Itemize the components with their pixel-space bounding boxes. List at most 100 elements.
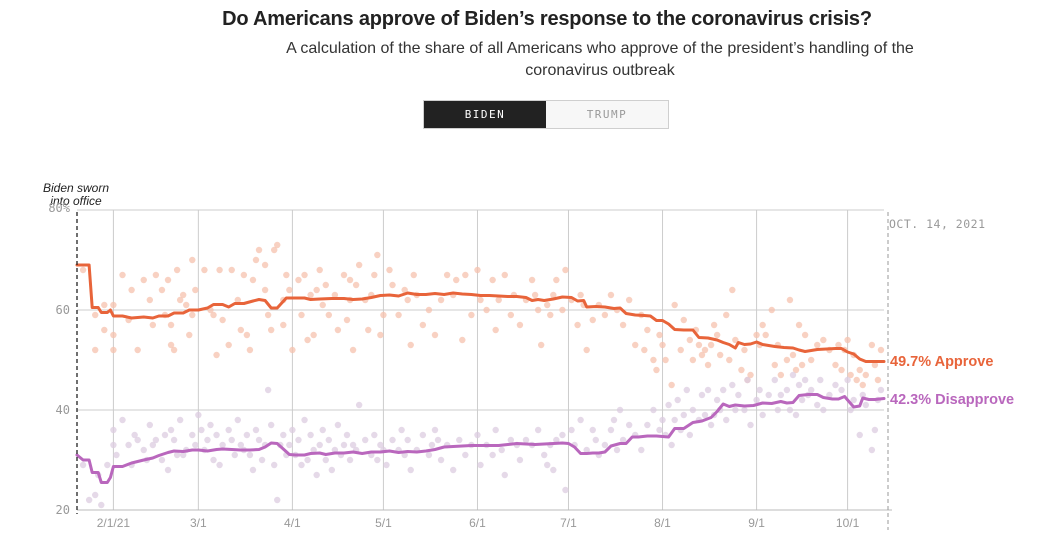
- approve-poll-dot: [668, 381, 675, 389]
- disapprove-poll-dot: [553, 436, 560, 444]
- y-tick-label: 60: [56, 303, 70, 317]
- disapprove-poll-dot: [562, 486, 569, 494]
- sworn-in-annotation-line1: Biden sworn: [43, 181, 109, 195]
- x-tick-label: 6/1: [469, 516, 486, 530]
- disapprove-poll-dot: [644, 421, 651, 429]
- approve-poll-dot: [234, 296, 241, 304]
- disapprove-poll-dot: [650, 406, 657, 414]
- approve-poll-dot: [189, 256, 196, 264]
- approve-poll-dot: [798, 361, 806, 369]
- approve-poll-dot: [483, 306, 490, 314]
- disapprove-poll-dot: [844, 376, 851, 384]
- disapprove-poll-dot: [732, 406, 739, 414]
- disapprove-poll-dot: [295, 436, 302, 444]
- approve-poll-dot: [753, 331, 760, 339]
- disapprove-poll-dot: [659, 416, 666, 424]
- approve-poll-dot: [853, 376, 860, 384]
- disapprove-poll-dot: [516, 456, 524, 464]
- disapprove-poll-dot: [568, 426, 575, 434]
- disapprove-poll-dot: [492, 426, 499, 434]
- x-tick-label: 2/1/21: [97, 516, 131, 530]
- approve-poll-dot: [352, 281, 360, 289]
- approve-poll-dot: [349, 346, 357, 354]
- disapprove-poll-dot: [371, 431, 378, 439]
- disapprove-poll-dot: [741, 406, 748, 414]
- approve-poll-dot: [707, 341, 715, 349]
- disapprove-poll-dot: [267, 421, 275, 429]
- approve-poll-dot: [871, 361, 879, 369]
- approve-poll-dot: [759, 321, 766, 329]
- approve-poll-dot: [862, 371, 869, 379]
- disapprove-poll-dot: [713, 396, 721, 404]
- poll-dots: [79, 241, 885, 509]
- approve-poll-dot: [346, 276, 354, 284]
- toggle-biden-button[interactable]: BIDEN: [424, 101, 546, 128]
- disapprove-poll-dot: [686, 431, 694, 439]
- approve-poll-dot: [110, 346, 117, 354]
- approve-poll-dot: [101, 301, 108, 309]
- disapprove-poll-dot: [161, 431, 169, 439]
- x-tick-label: 3/1: [190, 516, 207, 530]
- disapprove-poll-dot: [286, 441, 293, 449]
- approve-poll-dot: [255, 246, 263, 254]
- approve-poll-dot: [619, 321, 627, 329]
- disapprove-poll-dot: [313, 471, 320, 479]
- disapprove-poll-dot: [204, 436, 211, 444]
- approve-poll-dot: [625, 296, 633, 304]
- approve-poll-dot: [877, 346, 885, 354]
- approve-poll-dot: [528, 276, 536, 284]
- approve-poll-dot: [237, 326, 245, 334]
- approve-poll-dot: [167, 341, 175, 349]
- approve-poll-dot: [795, 321, 803, 329]
- disapprove-poll-dot: [807, 386, 815, 394]
- x-tick-label: 9/1: [748, 516, 765, 530]
- disapprove-poll-dot: [198, 426, 205, 434]
- approve-poll-dot: [847, 371, 854, 379]
- approve-poll-dot: [79, 266, 87, 274]
- disapprove-poll-dot: [210, 456, 217, 464]
- approve-poll-dot: [704, 361, 712, 369]
- sworn-in-annotation-line2: into office: [50, 194, 102, 208]
- disapprove-poll-dot: [759, 411, 766, 419]
- approve-poll-dot: [453, 276, 460, 284]
- approve-poll-dot: [298, 311, 305, 319]
- disapprove-poll-dot: [868, 446, 876, 454]
- disapprove-poll-dot: [310, 446, 317, 454]
- disapprove-poll-dot: [589, 426, 596, 434]
- approve-poll-dot: [140, 276, 147, 284]
- disapprove-poll-dot: [362, 436, 369, 444]
- disapprove-poll-dot: [195, 411, 202, 419]
- approve-poll-dot: [425, 306, 433, 314]
- approve-trend-line: [75, 263, 886, 363]
- approve-poll-dot: [340, 271, 348, 279]
- disapprove-poll-dot: [744, 376, 751, 384]
- approve-poll-dot: [589, 316, 596, 324]
- disapprove-poll-dot: [349, 441, 357, 449]
- approve-poll-dot: [583, 346, 590, 354]
- approve-poll-dot: [110, 331, 117, 339]
- trend-lines: [75, 263, 886, 484]
- disapprove-poll-dot: [625, 421, 633, 429]
- approve-poll-dot: [380, 311, 387, 319]
- approve-poll-dot: [186, 331, 193, 339]
- approve-poll-dot: [671, 301, 678, 309]
- approve-poll-dot: [783, 356, 791, 364]
- x-tick-label: 4/1: [284, 516, 301, 530]
- disapprove-poll-dot: [774, 406, 782, 414]
- approve-poll-dot: [607, 291, 615, 299]
- disapprove-poll-dot: [110, 441, 117, 449]
- toggle-trump-button[interactable]: TRUMP: [546, 101, 668, 128]
- disapprove-poll-dot: [110, 426, 117, 434]
- disapprove-poll-dot: [280, 431, 287, 439]
- approve-poll-dot: [431, 331, 439, 339]
- disapprove-poll-dot: [383, 461, 390, 469]
- approve-poll-dot: [459, 336, 466, 344]
- approve-poll-dot: [641, 346, 648, 354]
- disapprove-poll-dot: [374, 456, 381, 464]
- disapprove-poll-dot: [428, 441, 436, 449]
- disapprove-poll-dot: [616, 406, 624, 414]
- disapprove-poll-dot: [720, 386, 727, 394]
- disapprove-poll-dot: [249, 466, 257, 474]
- approve-poll-dot: [176, 296, 184, 304]
- approve-poll-dot: [128, 286, 135, 294]
